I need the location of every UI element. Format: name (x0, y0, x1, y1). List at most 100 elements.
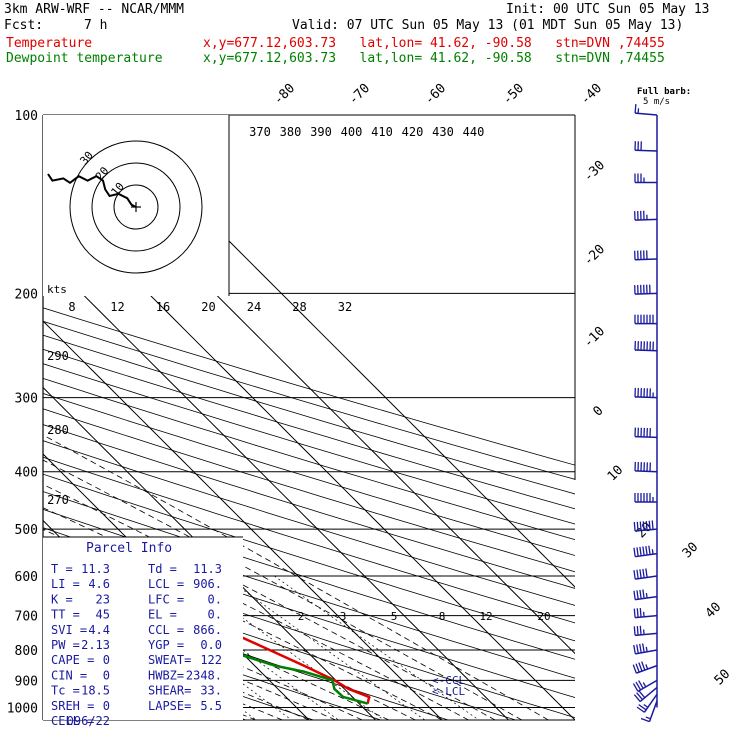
parcel-info-cell: 122 (200, 653, 222, 667)
dry-adiabat-line (43, 424, 575, 589)
dry-adiabat-line (43, 585, 449, 720)
hodograph-ring-label: 30 (77, 149, 95, 168)
parcel-info-cell: YGP = (148, 638, 184, 652)
parcel-info-cell: 0.0 (200, 638, 222, 652)
mixing-ratio-label: 12 (110, 300, 124, 314)
isotherm-line (43, 187, 575, 720)
forecast-hour: 7 h (84, 18, 108, 33)
parcel-info-title: Parcel Info (86, 541, 172, 556)
parcel-info-cell: 33. (200, 684, 222, 698)
wind-barb (634, 210, 658, 221)
parcel-info-cell: 0. (208, 608, 222, 622)
isotherm-label: -80 (271, 81, 298, 108)
parcel-info-cell: Td = (148, 562, 177, 576)
isotherm-line (43, 253, 509, 720)
dry-adiabat-line (43, 440, 575, 606)
parcel-info-cell: LFC = (148, 592, 184, 606)
parcel-info-cell: CIN = (51, 668, 87, 682)
dry-adiabat-line (43, 320, 575, 480)
level-marker: <-LCL (432, 685, 465, 698)
theta-label: 430 (432, 125, 454, 139)
mixing-ratio-line (223, 575, 426, 720)
isotherm-label: 40 (703, 600, 725, 622)
hodograph-trace (47, 173, 137, 208)
parcel-info-cell: 0 (103, 668, 110, 682)
parcel-info-cell: SVI = (51, 623, 87, 637)
mixing-ratio-label: 28 (292, 300, 306, 314)
theta-label: 390 (310, 125, 332, 139)
isotherm-label: -40 (578, 81, 605, 108)
temperature-profile (43, 550, 371, 704)
isotherm-label: 0 (590, 403, 606, 419)
hodograph-ring (113, 184, 159, 230)
wind-barb (636, 693, 658, 713)
isotherm-label: -20 (581, 242, 608, 269)
parcel-info-panel: Parcel Info T = 11.3 Td = 11.3LI = 4.6 LCL = 9… (43, 536, 243, 728)
dry-adiabat-line (43, 491, 575, 660)
wind-barb (634, 250, 658, 261)
parcel-info-cell: 23 (96, 592, 110, 606)
isotherm-line (43, 120, 575, 655)
wind-barb (634, 492, 657, 503)
wind-barb (633, 625, 658, 637)
wind-key: Full barb: 5 m/s (637, 87, 691, 107)
parcel-info-cell: PW = (51, 638, 80, 652)
theta-left-label: 280 (47, 423, 69, 437)
theta-label: 400 (341, 125, 363, 139)
parcel-info-cell: 4.6 (88, 577, 110, 591)
model-title: 3km ARW-WRF -- NCAR/MMM (4, 2, 185, 17)
dry-adiabat-line (43, 307, 575, 466)
parcel-info-cell: SHEAR= (148, 684, 191, 698)
parcel-info-cell: 906. (193, 577, 222, 591)
dewpoint-legend: Dewpoint temperature (6, 51, 163, 66)
lower-mixing-label: 8 (439, 610, 446, 623)
hodograph-ring (69, 140, 203, 274)
lower-mixing-label: 20 (537, 610, 550, 623)
wind-barb (634, 387, 658, 399)
valid-time: Valid: 07 UTC Sun 05 May 13 (01 MDT Sun … (292, 18, 684, 33)
theta-label: 370 (249, 125, 271, 139)
wind-barb (640, 700, 658, 723)
dry-adiabat-line (43, 334, 575, 495)
hodograph-ring (91, 162, 181, 252)
dry-adiabat-line (43, 565, 516, 720)
wind-barb (633, 686, 658, 703)
wind-barb (633, 643, 658, 655)
mixing-ratio-label: 24 (247, 300, 261, 314)
parcel-info-cell: K = (51, 592, 73, 606)
dry-adiabat-line (43, 605, 381, 720)
parcel-info-cell: 45 (96, 608, 110, 622)
dry-adiabat-line (43, 408, 575, 573)
init-time: Init: 00 UTC Sun 05 May 13 (506, 2, 710, 17)
parcel-info-cell: SWEAT= (148, 653, 191, 667)
temperature-legend: Temperature (6, 36, 93, 51)
parcel-info-cell: 4.4 (88, 623, 110, 637)
parcel-info-cell: Tc = (51, 684, 80, 698)
wind-barb (633, 608, 658, 619)
wind-barb (634, 314, 657, 325)
lower-mixing-label: 3 (340, 610, 347, 623)
isotherm-line (43, 719, 44, 720)
theta-label: 440 (463, 125, 485, 139)
parcel-info-cell: 5.5 (200, 699, 222, 713)
parcel-info-cell: TT = (51, 608, 80, 622)
parcel-info-cell: HWBZ= (148, 668, 184, 682)
wind-barb (632, 661, 658, 674)
dry-adiabat-line (43, 456, 575, 624)
dry-adiabat-line (43, 348, 575, 510)
dewpoint-profile (43, 580, 369, 705)
pressure-label-200: 200 (15, 287, 38, 302)
dewpoint-location: x,y=677.12,603.73 lat,lon= 41.62, -90.58… (203, 51, 665, 66)
pressure-label-300: 300 (15, 392, 38, 407)
wind-barb (633, 568, 658, 580)
wind-key-units: 5 m/s (643, 97, 670, 107)
mixing-ratio-label: 32 (338, 300, 352, 314)
parcel-info-cell: 0 (103, 699, 110, 713)
hodograph-units: kts (47, 283, 67, 296)
pressure-label-500: 500 (15, 523, 38, 538)
lower-mixing-label: 5 (391, 610, 398, 623)
wind-barb (634, 461, 658, 473)
parcel-info-cell: 11.3 (81, 562, 110, 576)
pressure-label-800: 800 (15, 644, 38, 659)
